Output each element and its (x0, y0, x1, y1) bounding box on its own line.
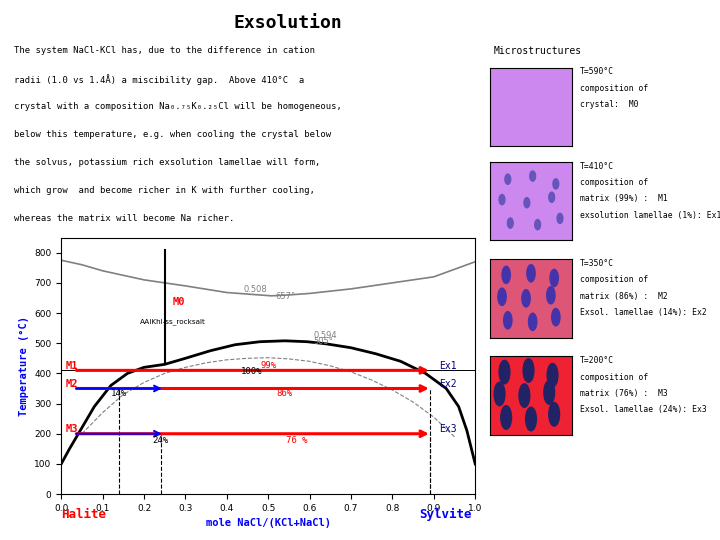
Text: M0: M0 (173, 296, 186, 307)
Text: matrix (99%) :  M1: matrix (99%) : M1 (580, 194, 667, 204)
Text: AAIKhl-ss_rocksalt: AAIKhl-ss_rocksalt (140, 319, 206, 326)
Ellipse shape (547, 363, 558, 387)
Text: Ex1: Ex1 (438, 361, 456, 371)
Text: matrix (86%) :  M2: matrix (86%) : M2 (580, 292, 667, 301)
Ellipse shape (522, 290, 530, 307)
Text: 505°: 505° (314, 337, 333, 346)
Text: Exsol. lamellae (24%): Ex3: Exsol. lamellae (24%): Ex3 (580, 405, 706, 414)
Text: 99%: 99% (260, 361, 276, 370)
Text: matrix (76%) :  M3: matrix (76%) : M3 (580, 389, 667, 398)
Text: composition of: composition of (580, 84, 648, 93)
Text: which grow  and become richer in K with further cooling,: which grow and become richer in K with f… (14, 186, 315, 195)
Ellipse shape (549, 403, 559, 426)
Ellipse shape (544, 381, 554, 404)
Text: 76 %: 76 % (287, 436, 308, 446)
Ellipse shape (502, 266, 510, 284)
Text: the solvus, potassium rich exsolution lamellae will form,: the solvus, potassium rich exsolution la… (14, 158, 321, 167)
Text: exsolution lamellae (1%): Ex1: exsolution lamellae (1%): Ex1 (580, 211, 720, 220)
Text: whereas the matrix will become Na richer.: whereas the matrix will become Na richer… (14, 214, 235, 224)
Text: 14%: 14% (111, 389, 127, 398)
Ellipse shape (552, 308, 560, 326)
Y-axis label: Temperature (°C): Temperature (°C) (19, 316, 29, 416)
Text: Exsol. lamellae (14%): Ex2: Exsol. lamellae (14%): Ex2 (580, 308, 706, 317)
Text: T=200°C: T=200°C (580, 356, 613, 366)
Text: Ex3: Ex3 (438, 424, 456, 434)
Ellipse shape (508, 218, 513, 228)
Ellipse shape (546, 287, 555, 304)
Ellipse shape (498, 288, 506, 306)
Text: 0.594: 0.594 (314, 331, 338, 340)
Ellipse shape (530, 171, 536, 181)
Text: radii (1.0 vs 1.4Å) a miscibility gap.  Above 410°C  a: radii (1.0 vs 1.4Å) a miscibility gap. A… (14, 74, 305, 85)
Ellipse shape (527, 265, 535, 282)
Ellipse shape (535, 220, 541, 229)
Text: Ex2: Ex2 (438, 379, 456, 389)
Ellipse shape (549, 192, 554, 202)
Ellipse shape (505, 174, 510, 184)
Text: crystal with a composition Na₀.₇₅K₀.₂₅Cl will be homogeneous,: crystal with a composition Na₀.₇₅K₀.₂₅Cl… (14, 102, 342, 111)
Text: M2: M2 (66, 379, 78, 389)
Text: T=590°C: T=590°C (580, 68, 613, 77)
Text: composition of: composition of (580, 373, 648, 382)
Ellipse shape (499, 194, 505, 205)
Ellipse shape (524, 198, 530, 208)
Text: 657°: 657° (276, 293, 296, 301)
Ellipse shape (557, 213, 563, 224)
Ellipse shape (526, 407, 536, 431)
Ellipse shape (519, 384, 530, 407)
Text: crystal:  M0: crystal: M0 (580, 100, 638, 109)
Text: Sylvite: Sylvite (419, 508, 472, 522)
X-axis label: mole NaCl/(KCl+NaCl): mole NaCl/(KCl+NaCl) (206, 518, 330, 528)
Ellipse shape (553, 179, 559, 189)
Text: 24%: 24% (153, 436, 168, 446)
Text: 100%: 100% (241, 367, 262, 376)
Ellipse shape (504, 312, 512, 329)
Text: below this temperature, e.g. when cooling the crystal below: below this temperature, e.g. when coolin… (14, 130, 331, 139)
Text: T=350°C: T=350°C (580, 259, 613, 268)
Text: Microstructures: Microstructures (493, 46, 581, 56)
Text: 86%: 86% (276, 389, 293, 398)
Text: T=410°C: T=410°C (580, 162, 613, 171)
Text: composition of: composition of (580, 178, 648, 187)
Ellipse shape (523, 359, 534, 382)
Text: The system NaCl-KCl has, due to the difference in cation: The system NaCl-KCl has, due to the diff… (14, 46, 315, 55)
Text: composition of: composition of (580, 275, 648, 285)
Ellipse shape (550, 269, 558, 287)
Text: M3: M3 (66, 424, 78, 434)
Text: 0.508: 0.508 (244, 285, 268, 294)
Ellipse shape (494, 382, 505, 406)
Ellipse shape (499, 360, 510, 384)
Text: M1: M1 (66, 361, 78, 371)
Ellipse shape (501, 406, 511, 429)
Text: Exsolution: Exsolution (233, 14, 343, 31)
Text: Halite: Halite (61, 508, 107, 522)
Ellipse shape (528, 313, 537, 330)
